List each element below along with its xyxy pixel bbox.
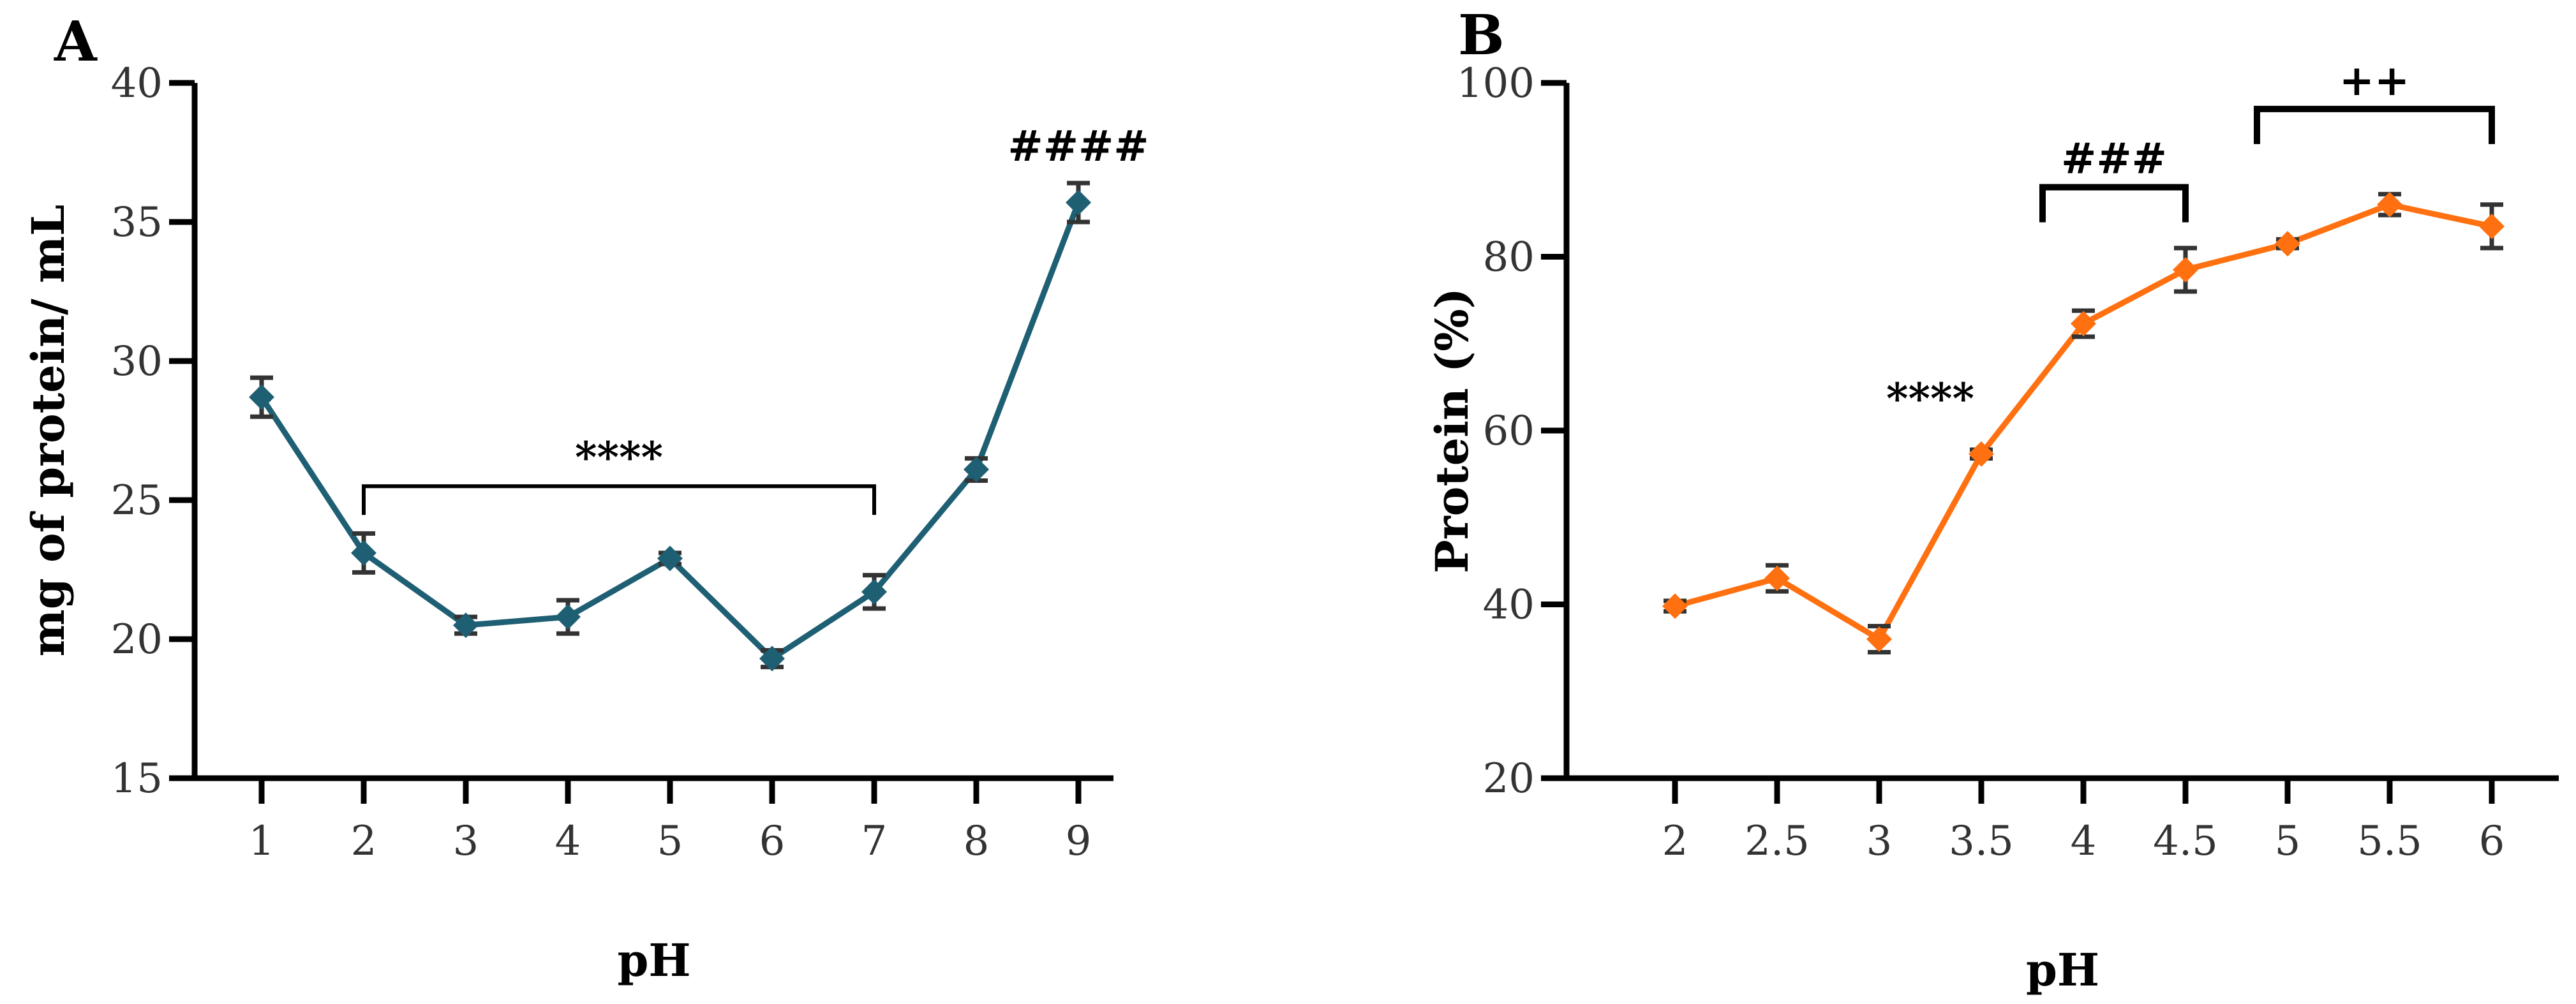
x-tick-label: 4 <box>555 818 581 865</box>
y-tick-label: 25 <box>111 477 163 524</box>
x-tick-label: 5.5 <box>2357 818 2422 865</box>
y-tick-label: 40 <box>111 60 163 107</box>
x-tick-label: 9 <box>1066 818 1092 865</box>
data-point <box>759 646 785 672</box>
series-line <box>1674 202 2492 642</box>
significance-label: ### <box>2061 134 2167 184</box>
significance-bracket <box>2254 105 2495 144</box>
significance-label: **** <box>575 432 663 482</box>
y-axis-title: mg of protein/ mL <box>22 205 75 657</box>
x-tick-label: 5 <box>657 818 683 865</box>
chart-panel-A: A 15 20 25 30 35 40 1 2 3 4 5 6 7 8 9 pH mg of protein/ m… <box>22 10 1149 987</box>
series-line <box>259 201 1082 662</box>
data-point <box>351 540 376 566</box>
y-tick-label: 80 <box>1483 234 1535 281</box>
data-point <box>453 612 479 639</box>
y-tick-label: 20 <box>111 616 163 663</box>
y-tick-label: 40 <box>1483 582 1535 629</box>
significance-label: #### <box>1008 121 1149 171</box>
chart-panel-B: B 20 40 60 80 100 2 2.5 3 3.5 4 4.5 5 5.5 6 pH Protein (… <box>1426 3 2559 996</box>
data-point <box>2377 191 2402 218</box>
x-tick-label: 4.5 <box>2153 818 2218 865</box>
significance-bracket <box>2039 184 2189 223</box>
x-axis-title: pH <box>2026 943 2099 996</box>
data-point <box>657 545 683 572</box>
significance-bracket <box>362 484 876 515</box>
x-tick-label: 6 <box>2479 818 2505 865</box>
x-tick-label: 7 <box>861 818 888 865</box>
data-point <box>249 384 274 410</box>
data-point <box>861 579 887 605</box>
data-point <box>1662 593 1688 619</box>
y-tick-label: 60 <box>1483 408 1535 455</box>
x-tick-label: 6 <box>759 818 785 865</box>
significance-label: ++ <box>2339 55 2410 105</box>
data-point <box>964 457 989 483</box>
x-tick-label: 2.5 <box>1745 818 1810 865</box>
x-tick-label: 2 <box>1662 818 1688 865</box>
data-point <box>1969 441 1994 467</box>
y-tick-label: 100 <box>1457 60 1535 107</box>
panel-label: A <box>54 10 98 74</box>
significance-label: **** <box>1886 374 1974 424</box>
x-axis-title: pH <box>617 934 690 987</box>
data-point <box>2173 256 2198 283</box>
x-tick-label: 8 <box>964 818 990 865</box>
x-tick-label: 5 <box>2275 818 2301 865</box>
x-tick-label: 3 <box>453 818 479 865</box>
data-point <box>2275 231 2300 257</box>
y-tick-label: 35 <box>111 199 163 246</box>
data-point <box>1066 189 1091 216</box>
data-point <box>2479 213 2505 239</box>
y-tick-label: 15 <box>111 755 163 802</box>
data-point <box>2071 311 2096 337</box>
data-point <box>1764 565 1790 591</box>
x-tick-label: 3.5 <box>1949 818 2014 865</box>
y-tick-label: 20 <box>1483 755 1535 802</box>
data-point <box>1866 626 1892 652</box>
y-axis-title: Protein (%) <box>1426 288 1478 573</box>
y-tick-label: 30 <box>111 338 163 385</box>
panel-label: B <box>1458 3 1505 68</box>
x-tick-label: 3 <box>1866 818 1893 865</box>
data-point <box>555 604 581 630</box>
x-tick-label: 1 <box>249 818 275 865</box>
x-tick-label: 4 <box>2071 818 2097 865</box>
x-tick-label: 2 <box>351 818 377 865</box>
